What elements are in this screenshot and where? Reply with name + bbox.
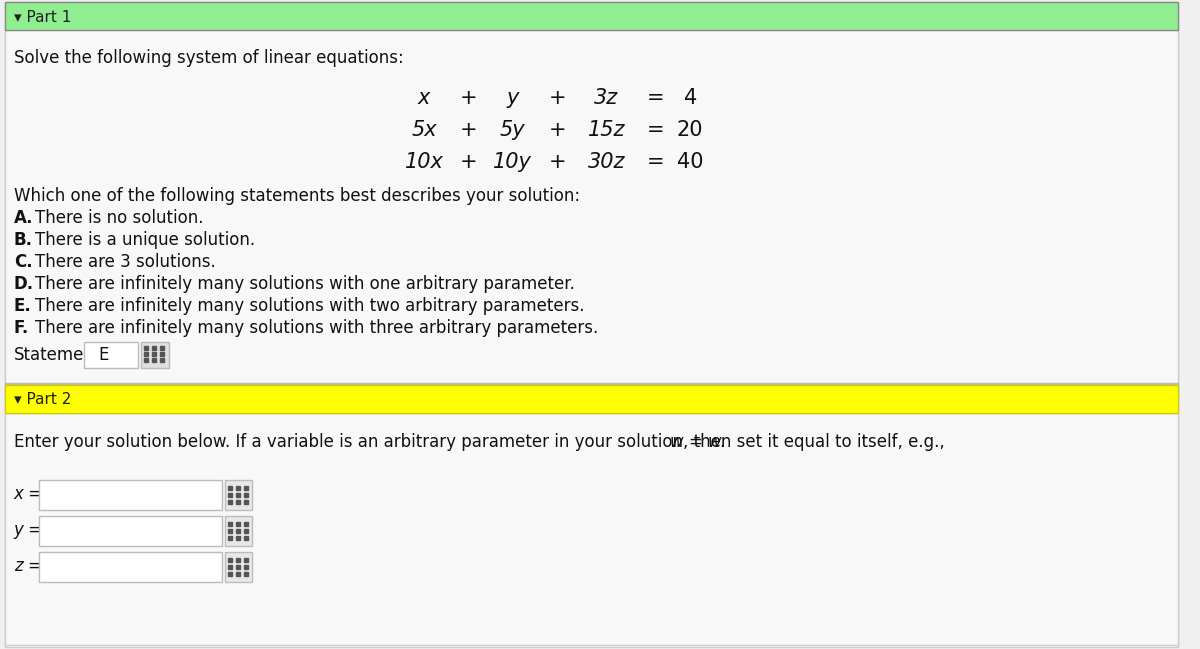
Bar bbox=[40, 516, 222, 546]
Text: E: E bbox=[98, 346, 109, 364]
Text: There are infinitely many solutions with one arbitrary parameter.: There are infinitely many solutions with… bbox=[36, 275, 575, 293]
Text: w = w.: w = w. bbox=[670, 433, 726, 451]
Text: 40: 40 bbox=[677, 152, 703, 172]
Text: D.: D. bbox=[14, 275, 34, 293]
Text: +: + bbox=[548, 120, 566, 140]
Text: +: + bbox=[548, 88, 566, 108]
Bar bbox=[84, 342, 138, 368]
Text: x =: x = bbox=[14, 485, 43, 503]
Bar bbox=[224, 552, 252, 582]
Text: C.: C. bbox=[14, 253, 32, 271]
Text: Statement:: Statement: bbox=[14, 346, 107, 364]
Text: F.: F. bbox=[14, 319, 29, 337]
Text: +: + bbox=[460, 152, 478, 172]
Text: 10y: 10y bbox=[493, 152, 532, 172]
Text: There is a unique solution.: There is a unique solution. bbox=[36, 231, 256, 249]
Bar bbox=[40, 552, 222, 582]
Text: y: y bbox=[506, 88, 518, 108]
Text: z =: z = bbox=[14, 557, 42, 575]
Text: 15z: 15z bbox=[588, 120, 625, 140]
Text: Which one of the following statements best describes your solution:: Which one of the following statements be… bbox=[14, 187, 580, 205]
Text: 5x: 5x bbox=[412, 120, 437, 140]
Text: ▾ Part 2: ▾ Part 2 bbox=[14, 393, 71, 408]
Bar bbox=[140, 342, 168, 368]
Bar bbox=[5, 385, 1178, 413]
Bar bbox=[5, 30, 1178, 400]
Bar bbox=[40, 480, 222, 510]
Text: 10x: 10x bbox=[404, 152, 443, 172]
Text: There are infinitely many solutions with two arbitrary parameters.: There are infinitely many solutions with… bbox=[36, 297, 584, 315]
Text: 20: 20 bbox=[677, 120, 703, 140]
Text: There are 3 solutions.: There are 3 solutions. bbox=[36, 253, 216, 271]
Text: 5y: 5y bbox=[500, 120, 526, 140]
Text: x: x bbox=[418, 88, 430, 108]
Bar bbox=[224, 516, 252, 546]
Text: =: = bbox=[647, 120, 665, 140]
Text: 30z: 30z bbox=[588, 152, 625, 172]
Text: =: = bbox=[647, 88, 665, 108]
Text: y =: y = bbox=[14, 521, 43, 539]
Text: There is no solution.: There is no solution. bbox=[36, 209, 204, 227]
Bar bbox=[224, 480, 252, 510]
Text: E.: E. bbox=[14, 297, 31, 315]
Text: B.: B. bbox=[14, 231, 32, 249]
Text: There are infinitely many solutions with three arbitrary parameters.: There are infinitely many solutions with… bbox=[36, 319, 599, 337]
Text: 4: 4 bbox=[684, 88, 697, 108]
Text: Enter your solution below. If a variable is an arbitrary parameter in your solut: Enter your solution below. If a variable… bbox=[14, 433, 950, 451]
Bar bbox=[5, 2, 1178, 30]
Text: 3z: 3z bbox=[594, 88, 618, 108]
Text: A.: A. bbox=[14, 209, 34, 227]
Bar bbox=[5, 413, 1178, 645]
Text: ▾ Part 1: ▾ Part 1 bbox=[14, 10, 71, 25]
Text: Solve the following system of linear equations:: Solve the following system of linear equ… bbox=[14, 49, 403, 67]
Bar bbox=[5, 383, 1178, 385]
Text: +: + bbox=[460, 120, 478, 140]
Text: +: + bbox=[460, 88, 478, 108]
Text: =: = bbox=[647, 152, 665, 172]
Text: +: + bbox=[548, 152, 566, 172]
